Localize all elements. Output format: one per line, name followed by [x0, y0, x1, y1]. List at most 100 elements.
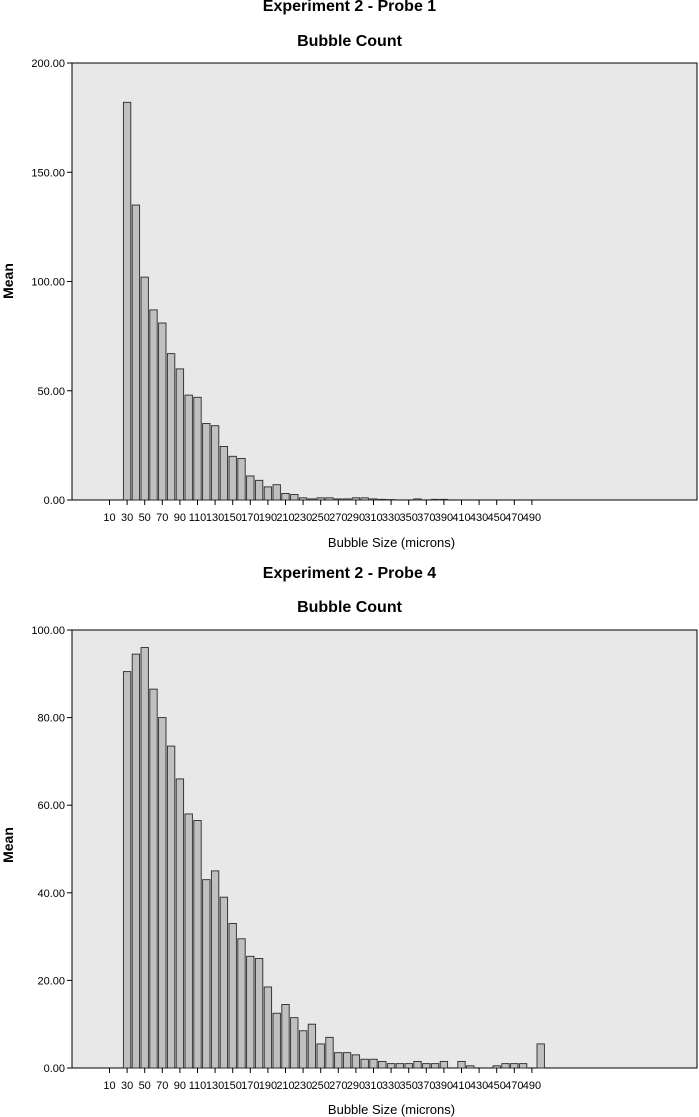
x-tick-label: 330	[382, 512, 400, 524]
x-tick-label: 490	[523, 512, 541, 524]
y-tick-label: 0.00	[44, 1063, 65, 1075]
x-tick-label: 50	[139, 512, 151, 524]
y-tick-label: 100.00	[31, 625, 65, 637]
bar	[395, 1063, 405, 1069]
x-tick-label: 50	[139, 1080, 151, 1092]
bar	[518, 1063, 528, 1069]
x-axis-label: Bubble Size (microns)	[328, 1102, 455, 1117]
bar	[378, 1060, 387, 1069]
bar	[184, 813, 193, 1069]
x-tick-label: 210	[276, 1080, 294, 1092]
x-tick-label: 270	[329, 1080, 347, 1092]
y-axis-label: Mean	[0, 827, 16, 863]
bar	[298, 1030, 308, 1069]
bar	[439, 1060, 449, 1069]
bar	[228, 923, 237, 1069]
x-tick-label: 290	[347, 512, 365, 524]
bar	[290, 1017, 299, 1069]
chart-subtitle: Bubble Count	[297, 33, 402, 50]
bar	[334, 1052, 343, 1069]
x-tick-label: 150	[224, 1080, 242, 1092]
x-tick-label: 430	[470, 512, 488, 524]
x-tick-label: 410	[452, 1080, 470, 1092]
chart-subtitle: Bubble Count	[297, 599, 402, 616]
bar	[202, 879, 211, 1069]
x-tick-label: 90	[174, 1080, 186, 1092]
bar	[149, 688, 158, 1069]
bar	[254, 958, 264, 1069]
bar	[246, 955, 255, 1069]
bar	[158, 717, 167, 1069]
bar	[202, 423, 211, 501]
x-tick-label: 170	[241, 512, 259, 524]
x-tick-label: 230	[294, 1080, 312, 1092]
x-tick-label: 130	[206, 512, 224, 524]
bar-chart-probe-1: 0.00 50.00 100.00 150.00 200.00 10 30 50 70 90 110…	[0, 58, 698, 550]
bar	[263, 986, 273, 1069]
x-tick-label: 170	[241, 1080, 259, 1092]
y-tick-label: 60.00	[37, 800, 65, 812]
bar	[422, 1063, 431, 1069]
bar	[457, 1060, 466, 1069]
bar	[501, 1063, 510, 1069]
x-tick-label: 70	[156, 512, 168, 524]
bar	[175, 778, 185, 1069]
bar	[193, 820, 202, 1069]
bar	[149, 309, 158, 501]
y-axis-label: Mean	[0, 263, 16, 299]
bar	[378, 498, 387, 501]
bar	[219, 896, 229, 1069]
y-tick-label: 0.00	[44, 495, 65, 507]
bar	[307, 1023, 317, 1069]
x-tick-label: 270	[329, 512, 347, 524]
x-tick-label: 370	[417, 1080, 435, 1092]
x-tick-label: 490	[523, 1080, 541, 1092]
x-axis-label: Bubble Size (microns)	[328, 535, 455, 550]
bar	[290, 494, 299, 501]
bar	[122, 671, 132, 1069]
bar	[219, 446, 229, 501]
x-tick-label: 330	[382, 1080, 400, 1092]
x-tick-label: 310	[364, 1080, 382, 1092]
bar	[210, 870, 220, 1069]
bar	[386, 1063, 396, 1069]
bar	[184, 394, 193, 501]
x-tick-label: 470	[505, 512, 523, 524]
y-tick-label: 40.00	[37, 888, 65, 900]
bar	[430, 1063, 440, 1069]
x-tick-label: 390	[435, 1080, 453, 1092]
y-tick-label: 80.00	[37, 713, 65, 725]
x-tick-label: 370	[417, 512, 435, 524]
x-tick-label: 310	[364, 512, 382, 524]
bar	[316, 1043, 325, 1069]
x-tick-label: 190	[259, 1080, 277, 1092]
x-tick-label: 290	[347, 1080, 365, 1092]
bar	[536, 1043, 545, 1069]
x-tick-label: 210	[276, 512, 294, 524]
bar	[492, 1065, 501, 1069]
x-tick-label: 450	[488, 512, 506, 524]
x-tick-label: 350	[400, 1080, 418, 1092]
x-tick-label: 30	[121, 512, 133, 524]
x-tick-label: 190	[259, 512, 277, 524]
bar	[342, 1052, 352, 1069]
x-tick-label: 90	[174, 512, 186, 524]
bar	[254, 479, 264, 501]
x-tick-label: 110	[189, 512, 207, 524]
bar	[166, 745, 176, 1069]
bar	[131, 653, 141, 1069]
x-tick-label: 470	[505, 1080, 523, 1092]
x-tick-label: 450	[488, 1080, 506, 1092]
bar	[131, 204, 141, 501]
y-tick-label: 50.00	[37, 386, 65, 398]
y-tick-label: 150.00	[31, 167, 65, 179]
bar	[360, 1058, 369, 1069]
x-tick-label: 10	[103, 512, 115, 524]
bar	[413, 498, 422, 501]
bar	[466, 1065, 475, 1069]
chart-title: Experiment 2 - Probe 4	[262, 565, 437, 582]
bar	[272, 1012, 281, 1069]
bar	[351, 1054, 361, 1069]
x-tick-label: 30	[121, 1080, 133, 1092]
